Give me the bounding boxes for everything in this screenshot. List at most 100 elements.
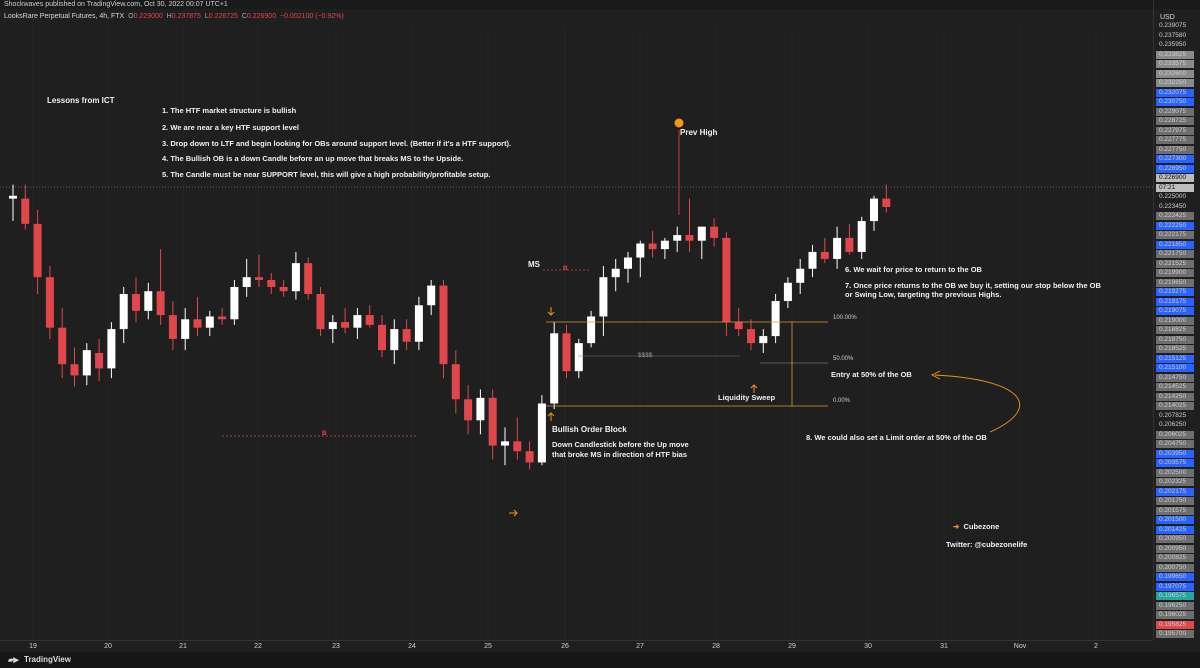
price-label: 0.219000 [1156, 316, 1194, 325]
candle-body-23 [291, 263, 300, 292]
candle-body-5 [70, 364, 79, 376]
price-label: 0.222175 [1156, 231, 1194, 239]
publish-info-bar: Shockwaves published on TradingView.com,… [0, 0, 1200, 9]
step-8: 8. We could also set a Limit order at 50… [806, 433, 987, 442]
price-label: 0.227775 [1156, 136, 1194, 144]
candle-body-8 [107, 329, 116, 369]
price-label: 0.203950 [1156, 449, 1194, 458]
price-label: 0.214525 [1156, 383, 1194, 391]
price-label: 0.200750 [1156, 563, 1194, 572]
footer-brand: TradingView [24, 655, 71, 664]
price-label: 0.225000 [1159, 193, 1187, 200]
candle-body-9 [119, 294, 128, 330]
price-label: 0.200950 [1156, 544, 1194, 553]
candle-body-1 [21, 198, 30, 224]
cubezone-text: Cubezone [963, 522, 1000, 531]
cubezone-label: ➜ Cubezone [953, 522, 999, 531]
price-label: 0.218750 [1156, 335, 1194, 344]
date-label: Nov [1013, 643, 1027, 650]
prev-high-label: Prev High [680, 128, 718, 137]
price-label: 0.196250 [1156, 601, 1194, 610]
price-label: 0.230750 [1156, 98, 1194, 106]
close-value: 0.226900 [246, 13, 277, 20]
candle-body-70 [870, 198, 878, 222]
candle-body-55 [685, 235, 694, 241]
candle-body-65 [808, 251, 817, 269]
fib-100-label: 100.00% [833, 315, 857, 321]
price-label: 0.227750 [1156, 145, 1194, 154]
price-label: 0.203575 [1156, 459, 1194, 467]
candle-body-24 [304, 263, 313, 295]
price-label: 0.218825 [1156, 326, 1194, 334]
candle-body-50 [624, 257, 632, 269]
candle-body-4 [58, 327, 67, 365]
price-label: 0.219650 [1156, 278, 1194, 287]
price-label: 0.201575 [1156, 506, 1194, 515]
lesson-2: 2. We are near a key HTF support level [162, 123, 299, 132]
sweep-up-arrow [750, 384, 758, 393]
candle-body-34 [427, 285, 436, 306]
step8-curve-arrow [934, 374, 1020, 433]
price-label: 0.214025 [1156, 402, 1194, 410]
candle-body-60 [747, 329, 755, 344]
symbol-name[interactable]: LooksRare Perpetual Futures, 4h, FTX [4, 13, 125, 20]
step-6: 6. We wait for price to return to the OB [845, 265, 982, 274]
candle-body-40 [501, 441, 509, 446]
price-label: 0.228725 [1156, 117, 1194, 125]
lessons-title: Lessons from ICT [47, 96, 115, 105]
candle-body-19 [242, 277, 251, 287]
twitter-label: Twitter: @cubezonelife [946, 540, 1028, 549]
candle-body-53 [660, 240, 669, 250]
price-label: 0.233825 [1156, 50, 1194, 59]
candle-body-36 [451, 364, 460, 400]
candle-body-22 [279, 287, 288, 292]
lesson-5: 5. The Candle must be near SUPPORT level… [162, 170, 491, 179]
date-label: 20 [104, 643, 112, 650]
candle-body-32 [402, 329, 411, 342]
candle-body-52 [648, 243, 657, 250]
change-value: −0.002100 (−0.92%) [279, 13, 344, 20]
price-label: 0.196575 [1156, 592, 1194, 600]
open-value: 0.229000 [133, 13, 163, 20]
price-axis[interactable]: 0.239075 0.237580 0.235950 0.233825 0.233575… [1153, 0, 1200, 640]
candle-body-64 [796, 268, 805, 283]
fib-50-label: 50.00% [833, 356, 854, 362]
price-label: 0.197075 [1156, 582, 1194, 591]
lesson-4: 4. The Bullish OB is a down Candle befor… [162, 154, 464, 163]
price-label: 0.207825 [1159, 411, 1187, 419]
cubezone-arrow-icon: ➜ [953, 522, 960, 531]
date-label: 26 [561, 643, 569, 650]
price-label: 0.237580 [1159, 31, 1187, 39]
price-label: 0.202325 [1156, 478, 1194, 486]
date-label: 21 [179, 643, 187, 650]
candle-body-27 [341, 322, 350, 328]
ms-label: MS [528, 260, 540, 269]
entry-label: Entry at 50% of the OB [831, 370, 912, 379]
price-label: 0.223450 [1159, 202, 1187, 210]
candle-body-13 [168, 315, 177, 339]
price-label: 0.214250 [1156, 392, 1194, 401]
price-label: 0.235950 [1159, 41, 1187, 48]
candle-body-30 [378, 324, 386, 351]
price-label: 0.232075 [1156, 88, 1194, 97]
candle-body-33 [414, 305, 423, 342]
candle-body-26 [328, 322, 337, 330]
bullish-ob-label: Bullish Order Block [552, 425, 627, 434]
price-label: 0.227300 [1156, 155, 1194, 163]
price-label: 0.195700 [1156, 630, 1194, 638]
price-label: 0.215100 [1156, 364, 1194, 372]
price-label: 0.221750 [1156, 250, 1194, 258]
candle-body-47 [587, 316, 596, 344]
open-label: O [128, 13, 134, 20]
low-right-arrow [509, 509, 518, 517]
candle-body-11 [144, 291, 153, 311]
step8-arrow-head [930, 370, 941, 380]
candlestick-chart[interactable] [0, 0, 1153, 640]
date-axis[interactable]: 19 20 21 22 23 24 25 26 27 28 29 30 31 Nov 2 [0, 640, 1153, 653]
tradingview-logo[interactable]: ▰▶ TradingView [8, 655, 71, 664]
candle-body-38 [476, 397, 485, 421]
candle-body-45 [562, 333, 571, 372]
date-label: 19 [29, 643, 37, 650]
price-label: 0.215125 [1156, 354, 1194, 363]
candle-body-17 [218, 316, 227, 320]
